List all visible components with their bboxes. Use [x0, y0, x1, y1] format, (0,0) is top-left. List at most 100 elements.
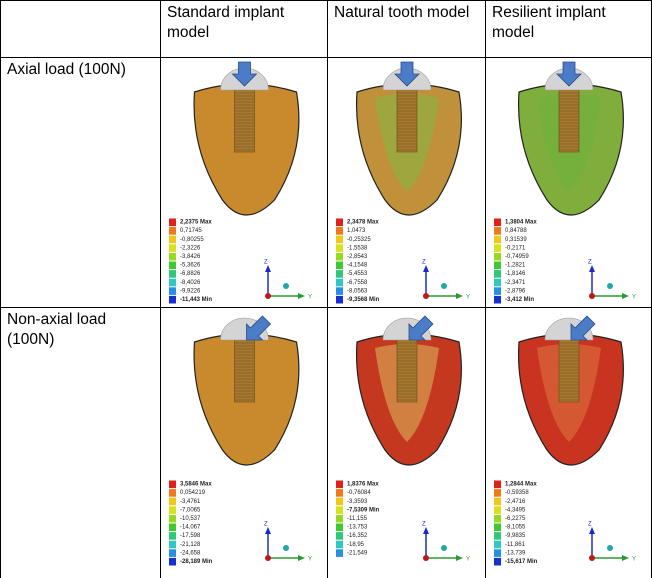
legend-label: 0,054219 [180, 490, 206, 496]
legend-swatch [336, 296, 343, 304]
legend-swatch [494, 219, 501, 227]
axis-y-head [622, 293, 629, 299]
screw [397, 90, 417, 152]
legend-label: -8,0563 [347, 288, 368, 294]
legend-swatch [494, 227, 501, 235]
legend-label: 1,8376 Max [347, 482, 379, 488]
legend-swatch [494, 558, 501, 566]
legend-swatch [494, 296, 501, 304]
axis-label: Y [466, 295, 470, 301]
legend-swatch [336, 279, 343, 287]
legend-label: -15,617 Min [505, 559, 538, 565]
legend-swatch [169, 481, 176, 489]
legend-swatch [169, 219, 176, 227]
legend-swatch [494, 262, 501, 270]
legend-swatch [494, 244, 501, 252]
legend-swatch [336, 489, 343, 497]
cell-text: Standard implant model [161, 1, 327, 45]
axis-ball [441, 545, 447, 551]
legend-label: -7,5309 Min [347, 507, 380, 513]
axis-y-head [456, 555, 463, 561]
legend-label: -4,1548 [347, 263, 368, 269]
legend-swatch [494, 541, 501, 549]
legend-swatch [494, 506, 501, 514]
legend-label: 3,5846 Max [180, 482, 212, 488]
legend-swatch [169, 558, 176, 566]
header-cell: Resilient implant model [486, 1, 652, 58]
legend-swatch [494, 236, 501, 244]
legend-label: -10,537 [180, 516, 201, 522]
legend-label: -0,76084 [347, 490, 371, 496]
legend-swatch [494, 498, 501, 506]
screw [397, 340, 417, 402]
legend-label: -24,658 [180, 550, 201, 556]
legend-label: 1,0473 [347, 228, 366, 234]
screw-body [397, 90, 417, 152]
fea-image: 2,2375 Max0,71745-0,80255-2,3226-3,8426-… [161, 58, 328, 308]
legend-swatch [336, 524, 343, 532]
axis-z-head [589, 265, 595, 272]
legend-label: -8,1055 [505, 525, 526, 531]
axis-z-head [265, 527, 271, 534]
legend-swatch [494, 549, 501, 557]
axis-label: Z [588, 260, 592, 266]
legend-label: -2,8543 [347, 254, 368, 260]
image-cell: 2,3478 Max1,0473-0,25325-1,5538-2,8543-4… [328, 58, 486, 308]
origin [265, 293, 271, 299]
cell-text: Axial load (100N) [1, 58, 160, 82]
legend-label: -5,3626 [180, 263, 201, 269]
fea-image: 1,2844 Max-0,59358-2,4716-4,3495-6,2275-… [486, 308, 652, 578]
cell-text: Non-axial load (100N) [1, 308, 160, 352]
axis-label: Y [308, 295, 312, 301]
legend-swatch [336, 532, 343, 540]
row-label: Non-axial load (100N) [1, 308, 161, 578]
legend-swatch [494, 532, 501, 540]
legend-swatch [169, 244, 176, 252]
legend-label: -13,753 [347, 525, 368, 531]
legend-swatch [336, 506, 343, 514]
screw-body [235, 90, 255, 152]
legend-label: -16,352 [347, 533, 368, 539]
legend-label: -0,25325 [347, 237, 371, 243]
legend-label: -28,189 Min [180, 559, 213, 565]
origin [589, 555, 595, 561]
legend-swatch [169, 270, 176, 278]
fea-image: 3,5846 Max0,054219-3,4761-7,0065-10,537-… [161, 308, 328, 578]
legend-label: -0,59358 [505, 490, 529, 496]
legend-swatch [169, 227, 176, 235]
legend-swatch [169, 515, 176, 523]
legend-swatch [169, 253, 176, 261]
legend-label: 1,3804 Max [505, 220, 537, 226]
legend-label: -5,4553 [347, 271, 368, 277]
legend-label: -2,3471 [505, 280, 526, 286]
legend-swatch [336, 253, 343, 261]
cell-text: Natural tooth model [328, 1, 485, 25]
legend-swatch [169, 287, 176, 295]
fea-image: 1,8376 Max-0,76084-3,3593-7,5309 Min-11,… [328, 308, 486, 578]
header-cell: Natural tooth model [328, 1, 486, 58]
image-cell: 1,8376 Max-0,76084-3,3593-7,5309 Min-11,… [328, 308, 486, 578]
legend-label: -6,7558 [347, 280, 368, 286]
legend-swatch [336, 287, 343, 295]
legend-swatch [169, 506, 176, 514]
legend-swatch [169, 524, 176, 532]
legend-label: -3,3593 [347, 499, 368, 505]
legend-swatch [336, 262, 343, 270]
axis-ball [283, 545, 289, 551]
header-cell: Standard implant model [161, 1, 328, 58]
table: Standard implant modelNatural tooth mode… [0, 0, 652, 578]
screw [559, 340, 579, 402]
image-cell: 1,2844 Max-0,59358-2,4716-4,3495-6,2275-… [486, 308, 652, 578]
legend-label: -9,9835 [505, 533, 526, 539]
axis-label: Z [264, 260, 268, 266]
legend-label: 1,2844 Max [505, 482, 537, 488]
legend-swatch [494, 253, 501, 261]
legend-label: 0,84788 [505, 228, 527, 234]
legend-label: -0,74959 [505, 254, 529, 260]
legend-label: -6,8826 [180, 271, 201, 277]
legend-label: -11,443 Min [180, 297, 212, 303]
legend-swatch [494, 279, 501, 287]
legend-label: 0,71745 [180, 228, 202, 234]
legend-swatch [494, 270, 501, 278]
